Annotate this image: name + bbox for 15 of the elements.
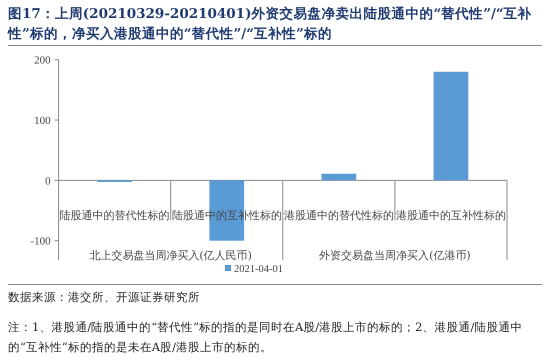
y-tick-label: 0 [45,175,52,188]
text: 北上交易盘当周净买入(亿人民币) [89,249,252,262]
x-tick-label: 港股通中的互补性标的 [396,209,506,222]
y-tick-label: 100 [34,115,52,128]
legend-label: 2021-04-01 [234,264,283,275]
chart-title: 图17：上周(20210329-20210401)外资交易盘净卖出陆股通中的“替代性”/“互补性”标的，净买入港股通中的“替代性”/“互补性”标的 [8,5,533,44]
y-tick-label: -100 [30,236,52,248]
bar [321,174,356,180]
x-tick-label: 陆股通中的替代性标的 [60,209,170,222]
text: 外资交易盘当周净买入(亿港币) [319,249,471,262]
text: 注：1、港股通/陆股通中的“替代性”标的指的是同时在A股/港股上市的标的；2、港股通/陆股通中的“互补性”标的指的是未在A股/港股上市的标的。 [8,319,524,356]
bar [434,72,468,180]
x-tick-label: 港股通中的替代性标的 [284,209,394,222]
y-tick-label: 200 [34,54,52,67]
source-note: 数据来源：港交所、开源证券研究所 [8,289,201,306]
